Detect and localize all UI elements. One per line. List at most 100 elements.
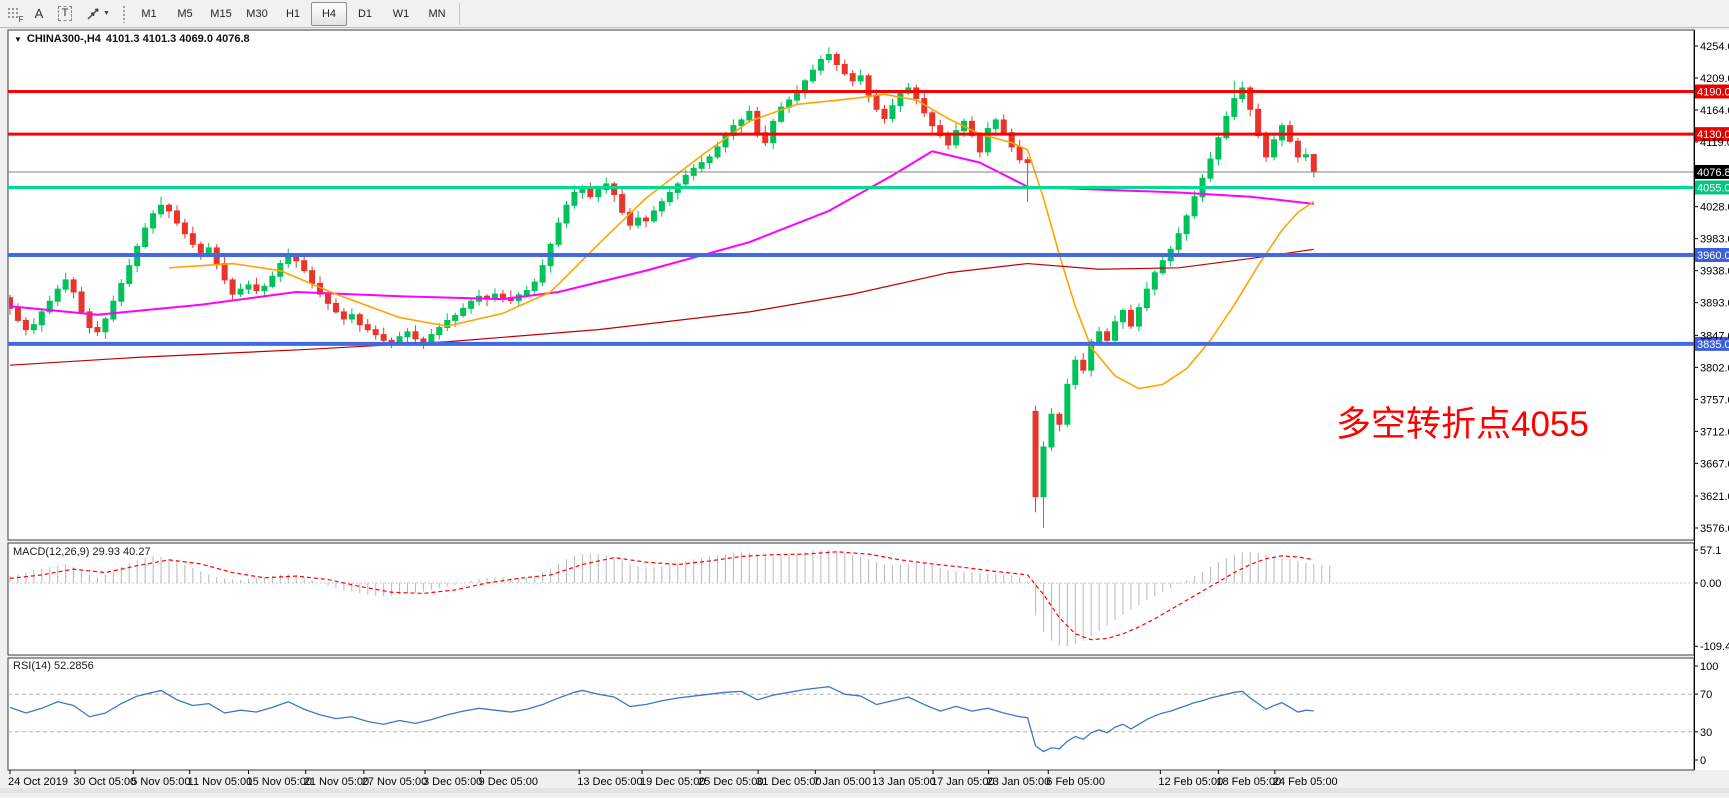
ma-orange-line (168, 93, 1315, 390)
tf-button-h4-active[interactable]: H4 (311, 1, 347, 26)
candle-body (364, 324, 371, 331)
macd-tick-label: -109.43 (1700, 641, 1729, 653)
candle-body (1120, 309, 1126, 323)
price-badge (1695, 164, 1729, 179)
ma-magenta-line (9, 150, 1314, 316)
candle-body (1000, 119, 1007, 134)
price-plot-layer[interactable] (8, 47, 1317, 528)
x-tick-label: 13 Dec 05:00 (577, 776, 642, 788)
candle-body (1135, 307, 1142, 327)
candle-body (237, 288, 244, 295)
chart-symbol-period: CHINA300-,H4 (26, 33, 101, 45)
y-tick-label: 4028.0 (1700, 202, 1729, 214)
rsi-tick-label: 100 (1700, 661, 1718, 673)
candle-body (849, 73, 856, 82)
symbol-dropdown-icon[interactable]: ▼ (14, 34, 22, 44)
candle-body (436, 327, 443, 336)
chart-title: ▼ CHINA300-,H4 4101.3 4101.3 4069.0 4076… (14, 33, 250, 45)
tf-button-m1[interactable]: M1 (141, 7, 157, 20)
candle-body (54, 288, 61, 302)
rsi-panel[interactable] (7, 657, 1695, 771)
candle-body (1151, 272, 1158, 290)
arrow-objects-button[interactable]: ▼ (78, 3, 118, 25)
toolbar-separator (459, 2, 460, 25)
y-tick-label: 3667.0 (1700, 458, 1729, 470)
tf-button-m15[interactable]: M15 (210, 7, 232, 20)
candle-body (261, 285, 268, 292)
candle-body (563, 204, 570, 224)
y-tick-label: 3576.0 (1700, 523, 1729, 535)
candle-body (643, 217, 649, 222)
candle-body (627, 211, 634, 226)
candle-body (889, 105, 896, 120)
text-label-button[interactable]: A (26, 3, 52, 25)
candle-body (388, 339, 395, 343)
candle-body (754, 110, 761, 134)
toolbar-grip[interactable] (122, 4, 127, 23)
chart-canvas[interactable]: 4190.0 4130.0 4076.8 4055.0 3960.0 3835.0 4254… (0, 28, 1729, 793)
arrows-icon (87, 7, 99, 19)
candle-body (412, 331, 419, 340)
candle-body (428, 334, 435, 343)
grid-settings-icon[interactable]: F (0, 3, 26, 25)
candle-body (22, 319, 29, 331)
candle-body (1040, 446, 1047, 498)
candle-body (197, 243, 204, 255)
candle-body (332, 302, 339, 313)
candle-body (1255, 108, 1262, 137)
candle-body (857, 75, 864, 82)
candle-body (1191, 196, 1198, 217)
x-tick-label: 15 Nov 05:00 (247, 776, 312, 788)
candle-body (94, 327, 101, 333)
candle-body (62, 279, 69, 290)
x-tick-label: 24 Feb 05:00 (1273, 776, 1338, 788)
tf-button-d1[interactable]: D1 (357, 7, 373, 20)
x-tick-label: 31 Dec 05:00 (756, 776, 821, 788)
price-axis-gutter[interactable] (1694, 30, 1729, 770)
price-badge-label: 4076.8 (1697, 167, 1729, 179)
y-tick-label: 3712.0 (1700, 426, 1729, 438)
candle-body (420, 338, 427, 343)
macd-plot-layer (8, 550, 1694, 647)
candle-body (865, 75, 872, 96)
ma-darkred-line (9, 248, 1314, 366)
candle-body (189, 233, 196, 245)
text-box-button[interactable]: T (52, 3, 78, 25)
candle-body (666, 191, 673, 203)
chart-window[interactable]: 4190.0 4130.0 4076.8 4055.0 3960.0 3835.0 4254… (0, 28, 1729, 793)
candle-body (1310, 154, 1317, 173)
y-tick-label: 3757.0 (1700, 394, 1729, 406)
candle-body (1143, 288, 1150, 309)
tf-button-mn[interactable]: MN (428, 7, 446, 20)
candle-body (301, 260, 308, 272)
tf-button-h1[interactable]: H1 (285, 7, 301, 20)
candle-body (992, 119, 999, 129)
candle-body (539, 265, 546, 283)
x-tick-label: 3 Dec 05:00 (423, 776, 482, 788)
candle-body (611, 183, 618, 196)
candle-body (1302, 154, 1309, 158)
candle-body (38, 311, 45, 326)
macd-panel[interactable] (7, 542, 1695, 656)
candle-body (1263, 135, 1270, 158)
candle-body (817, 59, 824, 71)
y-tick-label: 4164.0 (1700, 105, 1729, 117)
candle-body (78, 291, 85, 313)
tf-button-m5[interactable]: M5 (177, 7, 193, 20)
text-label-icon: A (34, 6, 44, 21)
tf-button-m30[interactable]: M30 (246, 7, 268, 20)
candle-body (340, 311, 347, 320)
x-tick-label: 27 Nov 05:00 (362, 776, 427, 788)
macd-tick-label: 0.00 (1700, 578, 1721, 590)
price-chart-panel[interactable] (7, 29, 1695, 541)
candle-body (1104, 331, 1111, 341)
rsi-tick-label: 30 (1700, 727, 1712, 739)
x-tick-label: 21 Nov 05:00 (304, 776, 369, 788)
tf-button-w1[interactable]: W1 (392, 7, 410, 20)
y-tick-label: 3621.0 (1700, 491, 1729, 503)
candle-body (1231, 98, 1238, 117)
price-badge (1695, 248, 1729, 263)
y-tick-label: 3938.0 (1700, 266, 1729, 278)
candle-body (1247, 87, 1254, 110)
